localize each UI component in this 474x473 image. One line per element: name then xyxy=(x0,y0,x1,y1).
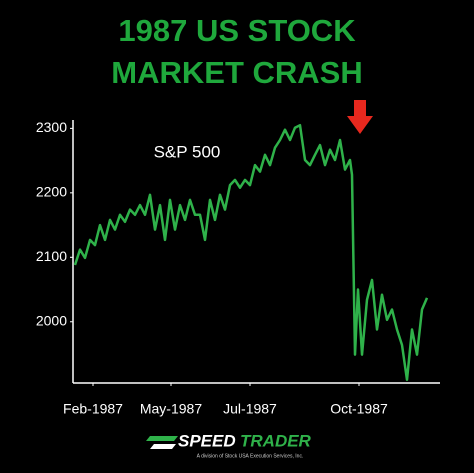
annotation: S&P 500 xyxy=(154,142,221,161)
logo-word: SPEED xyxy=(178,431,236,450)
y-tick-label: 2200 xyxy=(36,184,67,200)
logo-tagline: A division of Stock USA Execution Servic… xyxy=(197,453,304,459)
x-tick-label: Feb-1987 xyxy=(63,401,123,417)
line xyxy=(73,123,429,382)
x-tick-label: Oct-1987 xyxy=(330,401,388,417)
chart-title: 1987 US STOCK xyxy=(118,13,356,48)
y-tick-label: 2100 xyxy=(36,248,67,264)
x-tick-label: Jul-1987 xyxy=(223,401,277,417)
y-tick-label: 2300 xyxy=(36,119,67,135)
crash-arrow xyxy=(347,100,373,134)
chart-title: MARKET CRASH xyxy=(111,55,362,90)
logo: SPEED TRADER A division of Stock USA Exe… xyxy=(146,431,312,459)
logo-word: TRADER xyxy=(240,431,312,450)
y-tick-label: 2000 xyxy=(36,312,67,328)
x-tick-label: May-1987 xyxy=(140,401,202,417)
